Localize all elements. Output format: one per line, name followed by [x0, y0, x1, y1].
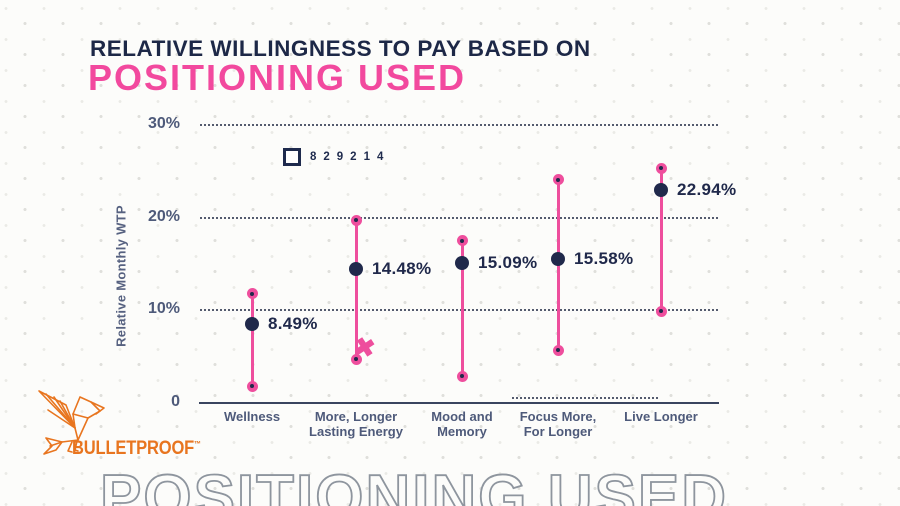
mean-value-label: 8.49%	[268, 314, 318, 334]
mean-dot	[654, 183, 668, 198]
x-marker-icon: ✖	[351, 332, 378, 365]
gridline-30	[200, 123, 718, 126]
x-category-label: Mood and Memory	[431, 409, 493, 440]
x-category-label: More, Longer Lasting Energy	[309, 409, 403, 440]
range-high-dot	[350, 214, 362, 226]
x-category-label: Focus More, For Longer	[519, 409, 597, 440]
mean-dot	[551, 251, 565, 266]
x-category-label: Live Longer	[624, 409, 698, 424]
mean-dot	[455, 256, 469, 271]
y-tick-label-0: 0	[171, 393, 180, 410]
range-low-dot	[552, 344, 564, 356]
mean-value-label: 14.48%	[372, 258, 432, 278]
legend: 829214	[283, 148, 390, 166]
y-tick-label-30: 30%	[147, 114, 180, 132]
mean-value-label: 15.58%	[574, 248, 634, 268]
gridline-10	[200, 309, 718, 312]
mean-value-label: 15.09%	[478, 253, 538, 273]
x-category-label: Wellness	[223, 409, 281, 424]
range-low-dot	[655, 305, 667, 317]
y-tick-label-20: 20%	[147, 207, 180, 225]
trademark-symbol: ™	[194, 439, 201, 449]
page-title: RELATIVE WILLINGNESS TO PAY BASED ON	[90, 36, 591, 61]
legend-checkbox-icon	[283, 148, 301, 166]
range-line	[250, 293, 254, 387]
range-high-dot	[655, 162, 667, 174]
bulletproof-logo: BULLETPROOF™	[16, 384, 226, 464]
range-high-dot	[246, 288, 258, 300]
range-line	[354, 220, 358, 360]
gridline-20	[200, 216, 718, 219]
x-axis-dotted-segment	[512, 397, 658, 399]
mean-dot	[245, 317, 259, 332]
range-low-dot	[350, 353, 362, 365]
x-axis-line	[199, 402, 719, 404]
mean-dot	[349, 261, 363, 276]
range-low-dot	[246, 380, 258, 392]
range-line	[460, 240, 464, 377]
page-subtitle: POSITIONING USED	[88, 57, 467, 98]
range-high-dot	[456, 235, 468, 247]
range-high-dot	[552, 174, 564, 186]
mean-value-label: 22.94%	[677, 180, 737, 200]
legend-code: 829214	[310, 151, 391, 163]
watermark-outline-text: POSITIONING USED	[99, 462, 728, 506]
bird-icon	[38, 390, 105, 455]
range-line	[659, 168, 663, 312]
y-axis-title: Relative Monthly WTP	[113, 205, 129, 347]
range-low-dot	[456, 370, 468, 382]
brand-wordmark: BULLETPROOF™	[72, 438, 201, 459]
y-tick-label-10: 10%	[147, 300, 180, 318]
